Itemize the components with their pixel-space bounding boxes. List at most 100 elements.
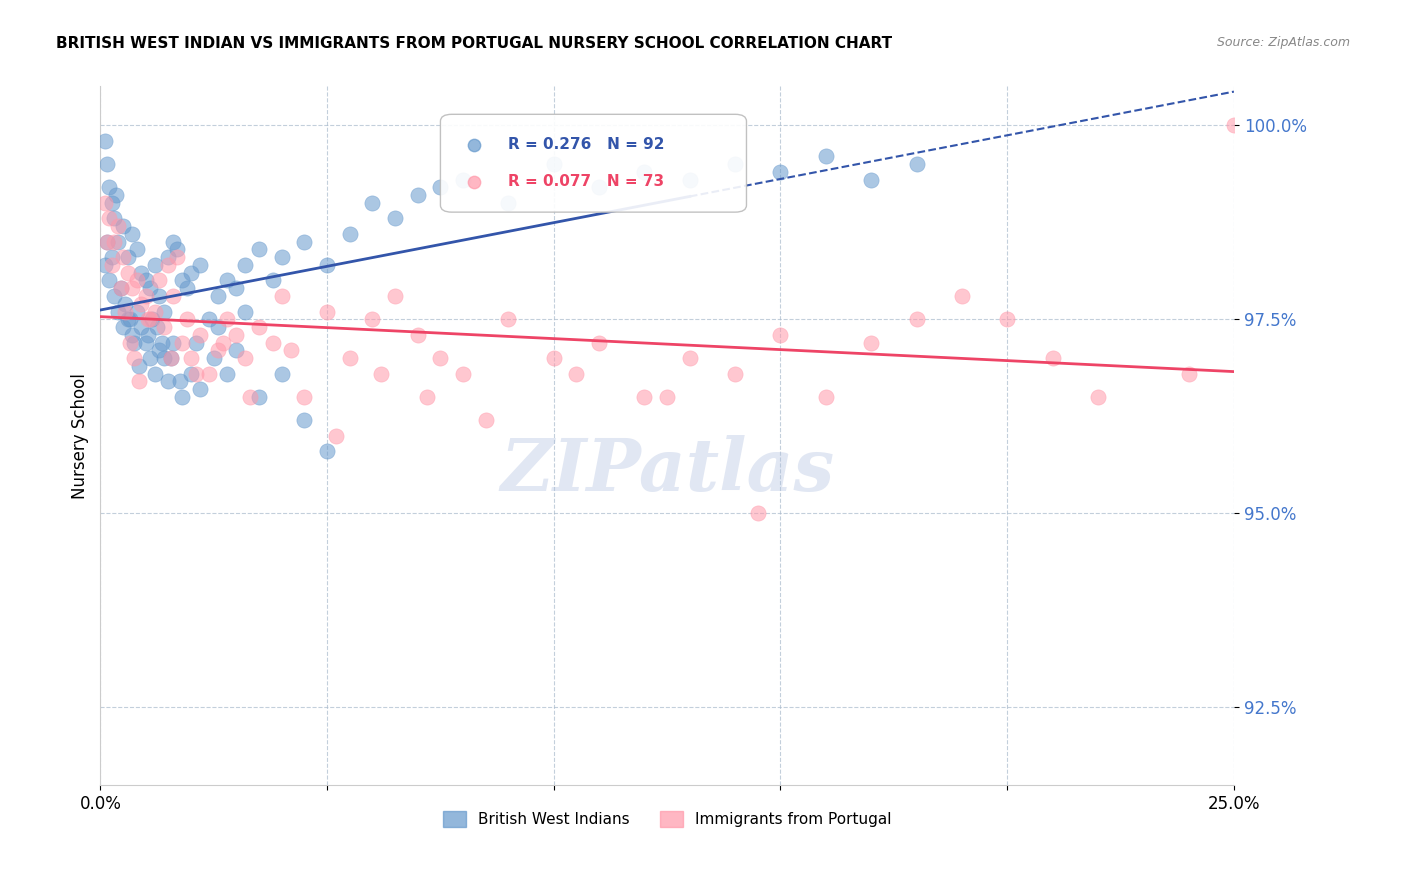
Point: [136, 312, 159, 326]
Point: [198, 312, 221, 326]
Point: [270, 250, 292, 264]
Point: [94, 195, 117, 210]
Point: [153, 304, 176, 318]
Point: [124, 335, 146, 350]
Point: [105, 188, 128, 202]
Point: [118, 312, 141, 326]
Point: [96, 157, 118, 171]
Point: [498, 195, 520, 210]
Point: [724, 157, 747, 171]
Text: ZIPatlas: ZIPatlas: [501, 435, 834, 506]
Point: [361, 312, 384, 326]
Point: [325, 428, 347, 442]
Point: [162, 335, 184, 350]
Point: [588, 335, 610, 350]
Point: [100, 250, 122, 264]
Point: [94, 134, 117, 148]
Point: [339, 351, 361, 365]
Point: [111, 320, 134, 334]
Point: [96, 235, 118, 249]
Point: [139, 351, 162, 365]
Point: [202, 351, 225, 365]
Point: [1223, 118, 1246, 132]
Point: [180, 367, 202, 381]
Point: [184, 335, 207, 350]
Point: [198, 367, 221, 381]
Point: [747, 507, 769, 521]
Point: [100, 258, 122, 272]
Point: [633, 165, 655, 179]
Point: [139, 281, 162, 295]
Point: [114, 297, 136, 311]
Point: [125, 243, 148, 257]
Point: [148, 343, 170, 358]
Point: [270, 367, 292, 381]
Point: [176, 312, 198, 326]
Point: [143, 304, 166, 318]
Point: [107, 304, 129, 318]
Point: [135, 289, 157, 303]
Point: [157, 375, 180, 389]
Point: [1087, 390, 1109, 404]
Point: [117, 312, 139, 326]
Point: [207, 343, 229, 358]
Point: [148, 273, 170, 287]
Point: [429, 351, 451, 365]
Point: [225, 327, 247, 342]
Point: [153, 320, 176, 334]
Point: [995, 312, 1018, 326]
Point: [370, 367, 392, 381]
Point: [159, 351, 181, 365]
Point: [235, 351, 257, 365]
Point: [136, 327, 159, 342]
Point: [157, 258, 180, 272]
Point: [170, 335, 193, 350]
Point: [162, 235, 184, 249]
Point: [769, 165, 792, 179]
Point: [103, 235, 125, 249]
Point: [384, 211, 406, 226]
Point: [141, 312, 163, 326]
Point: [114, 304, 136, 318]
Point: [121, 227, 143, 241]
Point: [100, 195, 122, 210]
Point: [180, 266, 202, 280]
Point: [633, 390, 655, 404]
Point: [724, 367, 747, 381]
Point: [135, 273, 157, 287]
Point: [207, 289, 229, 303]
Point: [176, 281, 198, 295]
Point: [153, 351, 176, 365]
Point: [1177, 367, 1199, 381]
Point: [129, 320, 152, 334]
Point: [207, 320, 229, 334]
Point: [135, 335, 157, 350]
Point: [143, 258, 166, 272]
Text: R = 0.077   N = 73: R = 0.077 N = 73: [509, 174, 665, 189]
Point: [170, 273, 193, 287]
Point: [217, 367, 239, 381]
Point: [905, 312, 928, 326]
Point: [384, 289, 406, 303]
Point: [98, 211, 121, 226]
Point: [98, 273, 121, 287]
Point: [125, 273, 148, 287]
Point: [96, 235, 118, 249]
Point: [110, 281, 132, 295]
Point: [121, 327, 143, 342]
Point: [117, 250, 139, 264]
Point: [129, 297, 152, 311]
Point: [128, 375, 150, 389]
Point: [235, 258, 257, 272]
Point: [225, 343, 247, 358]
Point: [169, 375, 191, 389]
Point: [416, 390, 439, 404]
Point: [111, 250, 134, 264]
Point: [316, 258, 339, 272]
Point: [118, 335, 141, 350]
Point: [247, 243, 270, 257]
Point: [211, 335, 233, 350]
Point: [159, 351, 181, 365]
Point: [814, 390, 837, 404]
Point: [180, 351, 202, 365]
